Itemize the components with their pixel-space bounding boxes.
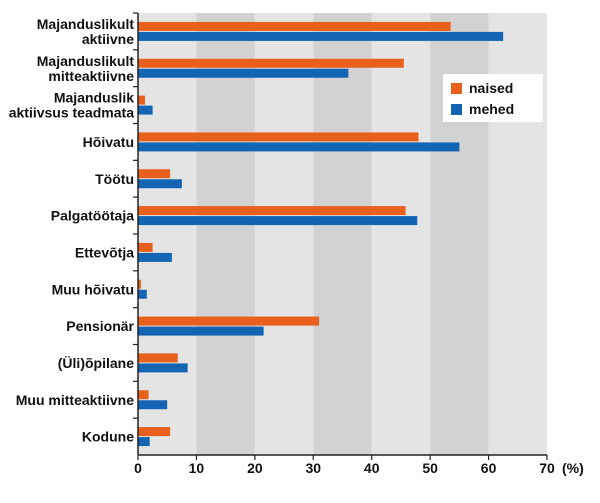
- background-band: [371, 13, 431, 455]
- bar-mehed: [138, 31, 504, 41]
- category-label: Majanduslikult: [37, 16, 135, 32]
- category-label: Muu hõivatu: [52, 281, 134, 297]
- category-label: Muu mitteaktiivne: [16, 392, 134, 408]
- background-bands: [138, 13, 547, 455]
- category-label: Kodune: [82, 429, 134, 445]
- background-band: [138, 13, 197, 455]
- bar-naised: [138, 95, 146, 105]
- bar-mehed: [138, 216, 418, 226]
- category-label: Pensionär: [66, 318, 134, 334]
- bar-mehed: [138, 252, 172, 262]
- x-tick-labels: 0 10 20 30 40 50 60 70: [134, 460, 555, 476]
- x-tick-label: 10: [189, 460, 205, 476]
- bar-naised: [138, 58, 404, 68]
- background-band: [313, 13, 372, 455]
- bar-naised: [138, 132, 419, 142]
- category-label: (Üli)õpilane: [58, 355, 134, 371]
- axes: [133, 12, 548, 460]
- bar-naised: [138, 206, 406, 216]
- category-label: Majanduslik: [54, 90, 134, 106]
- category-label: mitteaktiivne: [48, 68, 134, 84]
- x-unit-label: (%): [562, 460, 584, 476]
- bar-naised: [138, 353, 178, 363]
- x-tick-label: 20: [247, 460, 263, 476]
- category-label: Ettevõtja: [75, 244, 134, 260]
- bar-mehed: [138, 289, 147, 299]
- bar-mehed: [138, 437, 150, 447]
- category-label: Palgatöötaja: [51, 208, 134, 224]
- legend: naised mehed: [443, 74, 543, 122]
- x-tick-label: 0: [134, 460, 142, 476]
- x-tick-label: 50: [422, 460, 438, 476]
- bar-naised: [138, 169, 171, 179]
- bars: [138, 21, 504, 447]
- bar-naised: [138, 390, 149, 400]
- category-label: aktiivne: [82, 31, 134, 47]
- x-tick-label: 30: [305, 460, 321, 476]
- bar-naised: [138, 242, 153, 252]
- legend-label-mehed: mehed: [469, 101, 514, 117]
- bar-naised: [138, 21, 451, 31]
- x-tick-label: 40: [364, 460, 380, 476]
- bar-mehed: [138, 363, 188, 373]
- category-label: Hõivatu: [83, 134, 134, 150]
- category-label: aktiivsus teadmata: [9, 105, 134, 121]
- background-band: [254, 13, 314, 455]
- bar-mehed: [138, 179, 182, 189]
- bar-naised: [138, 279, 141, 289]
- bar-mehed: [138, 68, 349, 78]
- bar-mehed: [138, 400, 168, 410]
- x-tick-label: 60: [481, 460, 497, 476]
- x-tick-label: 70: [539, 460, 555, 476]
- legend-swatch-naised: [451, 83, 462, 94]
- bar-mehed: [138, 326, 264, 336]
- category-labels: MajanduslikultaktiivneMajanduslikultmitt…: [9, 16, 135, 445]
- legend-swatch-mehed: [451, 104, 462, 115]
- category-label: Töötu: [95, 171, 134, 187]
- bar-naised: [138, 316, 320, 326]
- bar-mehed: [138, 142, 460, 152]
- category-label: Majanduslikult: [37, 53, 135, 69]
- legend-label-naised: naised: [469, 80, 513, 96]
- bar-naised: [138, 427, 171, 437]
- bar-mehed: [138, 105, 153, 115]
- background-band: [196, 13, 255, 455]
